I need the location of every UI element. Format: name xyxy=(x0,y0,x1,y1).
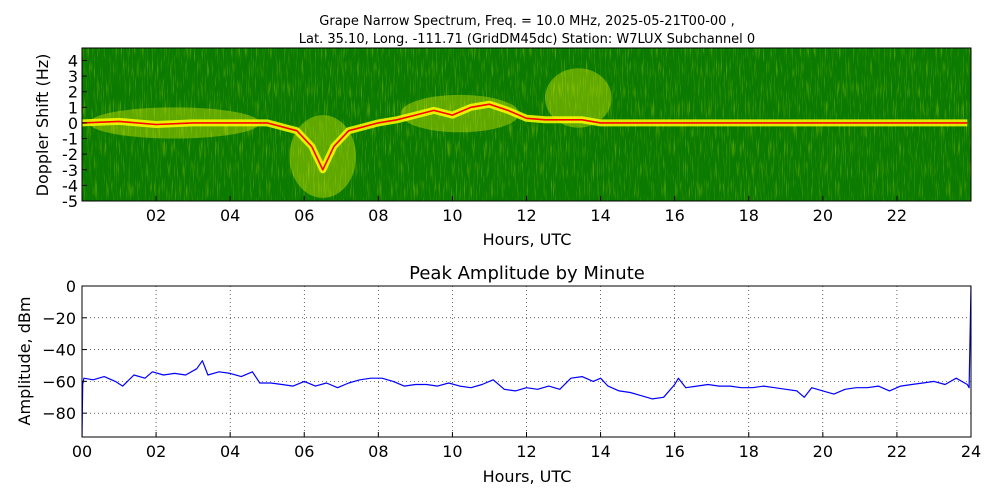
amplitude-x-tick-label: 14 xyxy=(590,442,610,461)
amplitude-y-ticks: 0 −20 −40 −60 −80 xyxy=(42,277,87,423)
amplitude-title: Peak Amplitude by Minute xyxy=(409,263,645,284)
amplitude-x-tick-label: 06 xyxy=(294,442,314,461)
amplitude-y-tick-label: −60 xyxy=(42,372,76,391)
amplitude-x-tick-label: 04 xyxy=(220,442,240,461)
spectrum-x-tick-label: 12 xyxy=(516,206,536,225)
amplitude-x-axis-label: Hours, UTC xyxy=(483,467,572,486)
spectrum-chart: Grape Narrow Spectrum, Freq. = 10.0 MHz,… xyxy=(33,14,972,249)
amplitude-y-tick-label: −80 xyxy=(42,404,76,423)
spectrum-y-tick-label: -4 xyxy=(62,176,78,195)
spectrum-y-tick-label: 1 xyxy=(68,98,78,117)
amplitude-x-tick-label: 08 xyxy=(368,442,388,461)
spectrum-x-tick-label: 10 xyxy=(442,206,462,225)
amplitude-x-tick-label: 02 xyxy=(146,442,166,461)
spectrum-x-tick-label: 08 xyxy=(368,206,388,225)
amplitude-x-tick-label: 22 xyxy=(887,442,907,461)
amplitude-series-line xyxy=(82,286,971,437)
amplitude-grid xyxy=(82,286,971,437)
spread-event-1 xyxy=(289,115,357,198)
amplitude-x-tick-label: 18 xyxy=(739,442,759,461)
spectrum-y-tick-label: 3 xyxy=(68,67,78,86)
spectrum-y-tick-label: -1 xyxy=(62,130,78,149)
spectrum-x-axis-label: Hours, UTC xyxy=(483,230,572,249)
spectrum-y-tick-label: -2 xyxy=(62,145,78,164)
spectrum-title-line1: Grape Narrow Spectrum, Freq. = 10.0 MHz,… xyxy=(319,14,734,29)
spectrum-y-tick-label: 4 xyxy=(68,51,78,70)
amplitude-x-tick-label: 24 xyxy=(961,442,981,461)
spectrum-x-tick-label: 16 xyxy=(664,206,684,225)
amplitude-x-tick-label: 00 xyxy=(72,442,92,461)
spectrum-y-axis-label: Doppler Shift (Hz) xyxy=(33,54,52,197)
amplitude-x-tick-label: 20 xyxy=(813,442,833,461)
spectrum-y-tick-label: 2 xyxy=(68,83,78,102)
spectrum-y-tick-label: -3 xyxy=(62,161,78,180)
spectrum-x-tick-label: 14 xyxy=(590,206,610,225)
spread-event-3 xyxy=(545,68,612,128)
spectrum-x-tick-label: 02 xyxy=(146,206,166,225)
amplitude-x-tick-label: 16 xyxy=(664,442,684,461)
spectrum-x-tick-label: 06 xyxy=(294,206,314,225)
amplitude-y-tick-label: 0 xyxy=(66,277,76,296)
spectrum-x-ticks: 02 04 06 08 10 12 14 16 18 20 22 xyxy=(146,196,907,225)
spectrum-y-tick-label: -5 xyxy=(62,192,78,211)
amplitude-x-ticks: 00 02 04 06 08 10 12 14 16 18 20 22 24 xyxy=(72,432,981,461)
amplitude-x-tick-label: 12 xyxy=(516,442,536,461)
amplitude-chart: Peak Amplitude by Minute 00 02 04 06 08 10 12 1… xyxy=(15,263,981,486)
amplitude-plot-area xyxy=(82,286,971,437)
amplitude-y-tick-label: −20 xyxy=(42,309,76,328)
amplitude-y-tick-label: −40 xyxy=(42,341,76,360)
spectrum-title-line2: Lat. 35.10, Long. -111.71 (GridDM45dc) S… xyxy=(299,32,755,47)
amplitude-x-tick-label: 10 xyxy=(442,442,462,461)
carrier-trace xyxy=(82,103,968,171)
spectrum-x-tick-label: 20 xyxy=(813,206,833,225)
spectrum-x-tick-label: 18 xyxy=(739,206,759,225)
spectrum-x-tick-label: 22 xyxy=(887,206,907,225)
amplitude-y-axis-label: Amplitude, dBm xyxy=(15,297,34,426)
spectrum-x-tick-label: 04 xyxy=(220,206,240,225)
spectrum-y-tick-label: 0 xyxy=(68,114,78,133)
